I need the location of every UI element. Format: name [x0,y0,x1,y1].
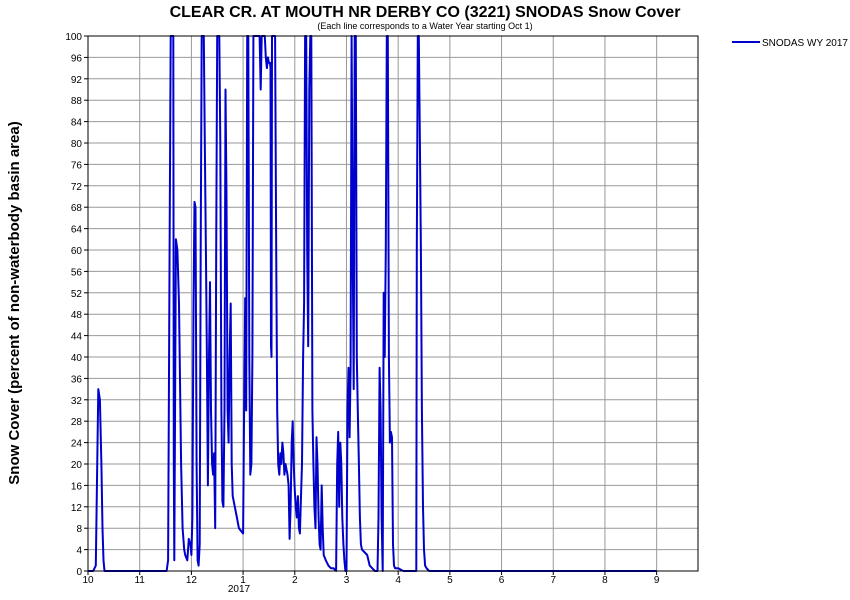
x-tick-label: 1 [240,575,246,586]
y-axis-label: Snow Cover (percent of non-waterbody bas… [6,121,23,484]
legend: SNODAS WY 2017 [732,38,848,49]
y-tick-label: 4 [76,546,82,557]
x-tick-label: 8 [602,575,608,586]
x-tick-label: 11 [134,575,145,586]
x-tick-label: 12 [186,575,198,586]
x-axis-ticks: 10 11 12 1 2 3 4 5 6 7 8 9 [82,571,660,586]
y-tick-label: 40 [71,353,83,364]
x-tick-label: 7 [550,575,556,586]
x-tick-label: 4 [395,575,401,586]
x-tick-label: 3 [344,575,350,586]
y-tick-label: 80 [71,139,83,150]
y-tick-label: 76 [71,160,83,171]
year-label: 2017 [228,584,251,595]
x-tick-label: 5 [447,575,453,586]
y-tick-label: 16 [71,481,83,492]
y-tick-label: 84 [71,118,83,129]
chart-title: CLEAR CR. AT MOUTH NR DERBY CO (3221) SN… [170,4,681,21]
y-tick-label: 72 [71,182,83,193]
y-tick-label: 56 [71,267,83,278]
x-tick-label: 2 [292,575,298,586]
x-tick-label: 10 [82,575,94,586]
chart-subtitle: (Each line corresponds to a Water Year s… [317,21,532,31]
y-tick-label: 28 [71,417,83,428]
y-tick-label: 64 [71,225,83,236]
y-tick-label: 52 [71,289,83,300]
y-tick-label: 68 [71,203,83,214]
y-tick-label: 8 [76,524,82,535]
y-tick-label: 0 [76,567,82,578]
x-tick-label: 9 [654,575,660,586]
y-tick-label: 24 [71,439,83,450]
series-group [88,35,657,572]
y-tick-label: 20 [71,460,83,471]
y-tick-label: 92 [71,75,83,86]
y-tick-label: 100 [65,32,82,43]
series-line-snodas-wy-2017 [88,35,657,572]
y-tick-label: 36 [71,374,83,385]
y-tick-label: 32 [71,396,83,407]
y-tick-label: 88 [71,96,83,107]
plot-frame [87,35,699,572]
y-tick-label: 44 [71,332,83,343]
y-tick-label: 60 [71,246,83,257]
y-tick-label: 48 [71,310,83,321]
y-axis-ticks: 0481216202428323640444852566064687276808… [65,32,88,578]
y-tick-label: 96 [71,53,83,64]
legend-label: SNODAS WY 2017 [762,38,848,49]
y-tick-label: 12 [71,503,83,514]
grid-lines [87,35,698,572]
x-tick-label: 6 [499,575,505,586]
